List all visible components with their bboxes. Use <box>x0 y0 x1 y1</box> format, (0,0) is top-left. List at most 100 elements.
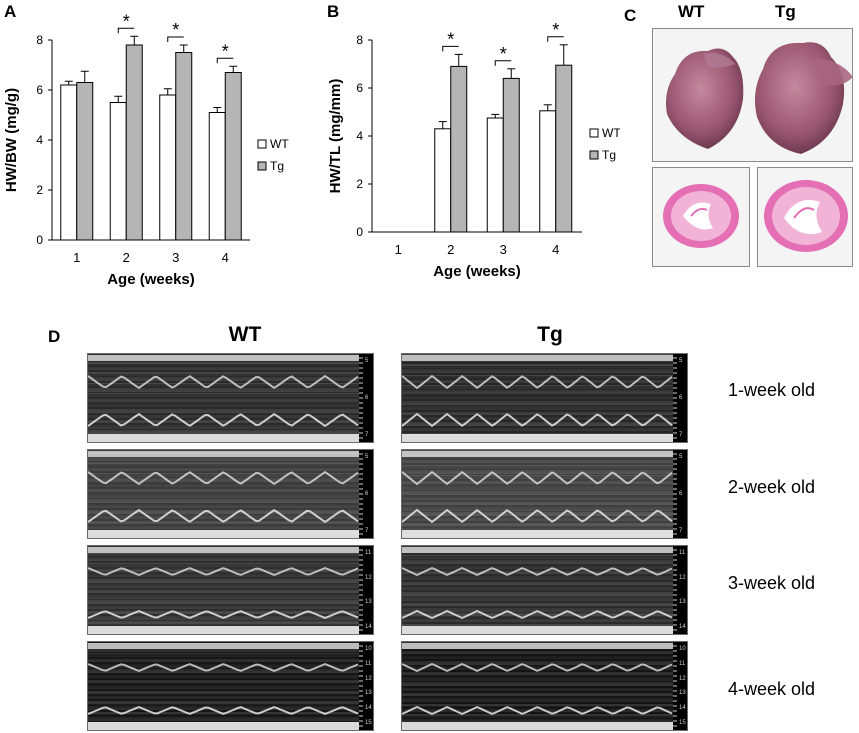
echo-speckle <box>88 417 359 418</box>
echo-speckle <box>88 462 359 463</box>
echo-speckle <box>88 555 359 556</box>
echo-speckle <box>402 620 673 621</box>
echo-speckle <box>402 556 673 557</box>
x-tick-label: 2 <box>447 242 454 257</box>
echo-speckle <box>88 499 359 500</box>
echo-speckle <box>88 518 359 519</box>
echo-speckle <box>402 672 673 673</box>
echo-speckle <box>402 582 673 583</box>
echo-speckle <box>88 565 359 566</box>
echo-speckle <box>88 667 359 668</box>
echo-speckle <box>402 588 673 589</box>
echo-speckle <box>402 684 673 685</box>
echo-tg-4week <box>401 641 688 731</box>
echo-speckle <box>88 717 359 718</box>
echo-speckle <box>402 609 673 610</box>
chart-b-hw-tl: 0 2 4 6 8 HW/TL (mg/mm) Age (weeks) 1 2 * 3 * 4 * WT Tg <box>327 20 620 280</box>
echo-scale-label: 11 <box>365 550 372 556</box>
echo-top-wall <box>402 547 673 553</box>
echo-speckle <box>88 659 359 660</box>
legend-swatch-wt <box>589 128 599 138</box>
y-tick-label: 4 <box>36 133 43 147</box>
panel-letter-c: C <box>624 6 637 25</box>
echo-speckle <box>88 697 359 698</box>
echo-speckle <box>88 458 359 459</box>
echo-speckle <box>88 601 359 602</box>
echo-speckle <box>402 425 673 426</box>
echo-speckle <box>402 690 673 691</box>
echo-speckle <box>402 493 673 494</box>
echo-speckle <box>402 701 673 702</box>
echo-speckle <box>402 689 673 690</box>
echo-speckle <box>88 595 359 596</box>
echo-speckle <box>402 700 673 701</box>
echo-speckle <box>88 709 359 710</box>
echo-speckle <box>402 390 673 391</box>
echo-speckle <box>88 582 359 583</box>
y-axis-label: HW/TL (mg/mm) <box>327 79 344 194</box>
echo-speckle <box>88 373 359 374</box>
echo-speckle <box>402 365 673 366</box>
echo-speckle <box>88 486 359 487</box>
echo-scale-label: 13 <box>365 599 372 606</box>
echo-speckle <box>402 658 673 659</box>
echo-depth-scale <box>673 354 687 442</box>
echo-speckle <box>88 669 359 670</box>
bar-wt-2 <box>109 102 127 241</box>
echo-speckle <box>402 721 673 722</box>
significance-bracket <box>117 27 135 34</box>
y-tick-label: 8 <box>356 33 363 47</box>
echo-speckle <box>88 502 359 503</box>
echo-speckle <box>88 624 359 625</box>
echo-speckle <box>88 611 359 612</box>
bar-tg-4 <box>224 72 242 241</box>
echo-speckle <box>402 589 673 590</box>
echo-speckle <box>402 634 673 635</box>
echo-scale-label: 12 <box>679 574 686 581</box>
echo-scale-label: 15 <box>365 720 372 726</box>
echo-background <box>402 642 687 730</box>
echo-top-wall <box>88 451 359 457</box>
echo-speckle <box>402 662 673 663</box>
echo-speckle <box>402 566 673 567</box>
legend-swatch-tg <box>257 161 267 171</box>
echo-speckle <box>88 571 359 572</box>
echo-speckle <box>88 513 359 514</box>
echo-speckle <box>88 730 359 731</box>
echo-speckle <box>88 691 359 692</box>
echo-speckle <box>402 492 673 493</box>
echo-speckle <box>402 625 673 626</box>
bar-wt-3 <box>486 117 504 233</box>
echo-scale-label: 11 <box>679 660 686 667</box>
echo-bottom-wall <box>88 626 359 634</box>
echo-speckle <box>402 430 673 431</box>
significance-marker: * <box>172 20 179 40</box>
echo-bottom-wall <box>402 722 673 730</box>
echo-posterior-wall-trace <box>402 508 673 524</box>
echo-speckle <box>402 354 673 355</box>
echo-speckle <box>88 693 359 694</box>
echo-posterior-wall-trace <box>88 412 359 428</box>
echo-speckle <box>402 526 673 527</box>
echo-speckle <box>88 460 359 461</box>
echo-speckle <box>88 528 359 529</box>
echo-speckle <box>402 529 673 530</box>
echo-speckle <box>402 600 673 601</box>
echo-speckle <box>88 489 359 490</box>
echo-speckle <box>402 720 673 721</box>
echo-speckle <box>88 686 359 687</box>
y-axis-label: HW/BW (mg/g) <box>3 88 20 192</box>
echo-speckle <box>402 494 673 495</box>
echo-scale-label: 6 <box>365 491 369 497</box>
echo-speckle <box>88 501 359 502</box>
echo-speckle <box>402 546 673 547</box>
echo-speckle <box>88 592 359 593</box>
echo-speckle <box>402 377 673 378</box>
echo-top-wall <box>88 355 359 361</box>
echo-speckle <box>402 401 673 402</box>
echo-speckle <box>88 363 359 364</box>
echo-speckle <box>88 505 359 506</box>
echo-speckle <box>402 393 673 394</box>
row-label-4week: 4-week old <box>728 679 816 699</box>
echo-speckle <box>402 652 673 653</box>
